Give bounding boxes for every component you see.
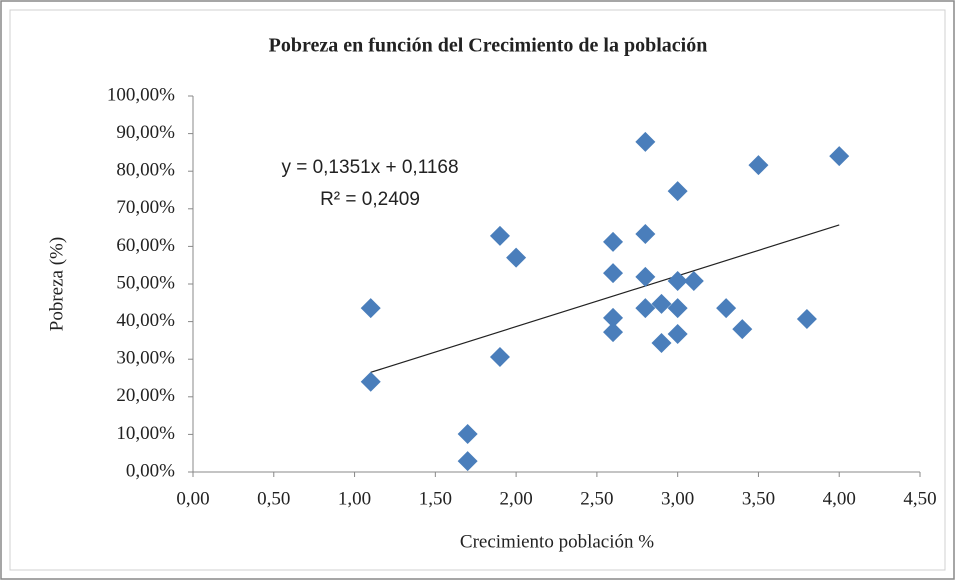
y-tick-label: 20,00% [116,385,175,406]
y-tick-label: 0,00% [126,460,175,481]
y-tick-label: 90,00% [116,122,175,143]
chart-area [9,9,946,571]
point [489,346,510,367]
x-axis-label: Crecimiento población % [460,531,654,552]
y-tick-label: 30,00% [116,348,175,369]
point [796,308,817,329]
point [635,266,656,287]
chart-title: Pobreza en función del Crecimiento de la… [269,35,708,57]
point [716,298,737,319]
point [667,270,688,291]
point [603,231,624,252]
y-tick-label: 50,00% [116,272,175,293]
point [829,146,850,167]
x-tick-label: 0,50 [257,488,290,509]
point [360,371,381,392]
point [683,270,704,291]
point [603,322,624,343]
point [748,155,769,176]
trend-equation: y = 0,1351x + 0,1168 [281,157,458,178]
point [360,298,381,319]
point [603,307,624,328]
point [667,181,688,202]
x-tick-label: 0,00 [176,488,209,509]
y-tick-label: 10,00% [116,423,175,444]
point [651,293,672,314]
point [635,223,656,244]
x-tick-label: 2,50 [580,488,613,509]
x-tick-label: 3,50 [742,488,775,509]
x-tick-label: 1,00 [338,488,371,509]
y-axis-label: Pobreza (%) [46,237,67,331]
y-tick-label: 100,00% [107,84,175,105]
y-tick-label: 60,00% [116,235,175,256]
x-tick-label: 3,00 [661,488,694,509]
r-squared: R² = 0,2409 [320,189,420,210]
point [457,424,478,445]
x-tick-label: 4,00 [823,488,856,509]
trendline [370,224,840,373]
point [651,333,672,354]
x-tick-label: 2,00 [499,488,532,509]
y-tick-label: 70,00% [116,197,175,218]
x-tick-label: 1,50 [419,488,452,509]
y-tick-label: 40,00% [116,310,175,331]
point [667,298,688,319]
point [489,225,510,246]
point [667,324,688,345]
point [732,319,753,340]
x-tick-label: 4,50 [903,488,936,509]
point [635,298,656,319]
point [635,131,656,152]
point [603,263,624,284]
y-tick-label: 80,00% [116,160,175,181]
point [506,247,527,268]
point [457,451,478,472]
